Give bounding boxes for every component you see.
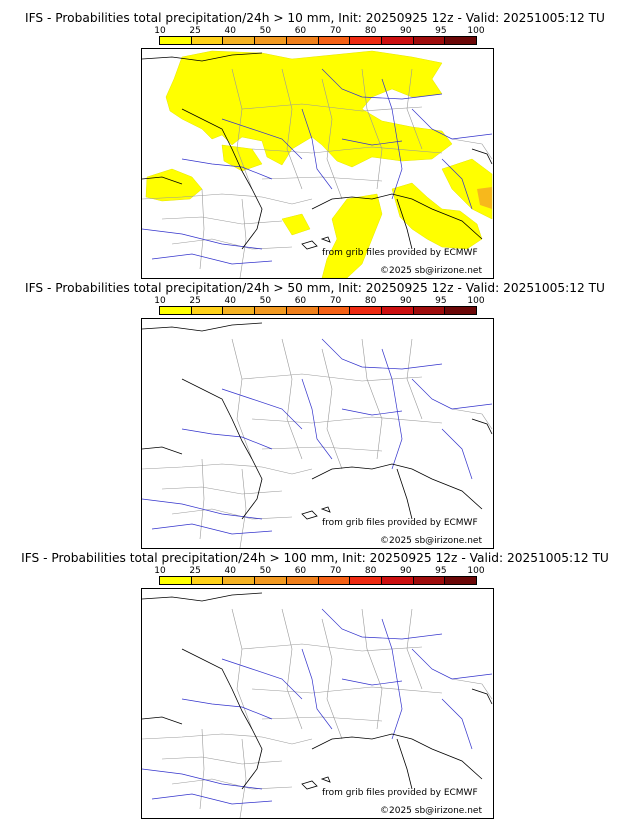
- scale-swatch: [223, 577, 256, 584]
- scale-label: 95: [435, 566, 447, 576]
- scale-swatch: [286, 577, 319, 584]
- scale-label: 60: [294, 296, 307, 306]
- scale-label: 40: [224, 566, 236, 576]
- scale-swatch: [191, 307, 224, 314]
- probability-map: from grib files provided by ECMWF ©2025 …: [141, 318, 494, 549]
- copyright-text: ©2025 sb@irizone.net: [380, 266, 482, 276]
- scale-swatch: [381, 307, 414, 314]
- scale-swatch: [413, 307, 446, 314]
- scale-label: 60: [294, 26, 307, 36]
- scale-swatch: [160, 37, 192, 44]
- map-graphic: [142, 322, 493, 548]
- precipitation-area: [145, 50, 493, 278]
- color-scale-bar: [159, 306, 477, 315]
- copyright-text: ©2025 sb@irizone.net: [380, 536, 482, 546]
- scale-label: 40: [224, 26, 236, 36]
- color-scale-labels: 10 25 40 50 60 70 80 90 95 100: [154, 566, 484, 576]
- map-graphic: [142, 50, 493, 278]
- scale-swatch: [445, 307, 477, 314]
- scale-label: 40: [224, 296, 236, 306]
- scale-label: 70: [329, 26, 342, 36]
- probability-map: from grib files provided by ECMWF ©2025 …: [141, 48, 494, 279]
- scale-swatch: [350, 37, 382, 44]
- scale-label: 70: [329, 566, 342, 576]
- scale-swatch: [191, 37, 224, 44]
- scale-swatch: [191, 577, 224, 584]
- copyright-text: ©2025 sb@irizone.net: [380, 806, 482, 816]
- coastline: [142, 322, 493, 520]
- scale-swatch: [286, 307, 319, 314]
- color-scale-labels: 10 25 40 50 60 70 80 90 95 100: [154, 296, 484, 306]
- scale-swatch: [445, 37, 477, 44]
- scale-label: 70: [329, 296, 342, 306]
- scale-swatch: [381, 577, 414, 584]
- rivers: [142, 68, 493, 265]
- credit-text: from grib files provided by ECMWF: [322, 788, 478, 798]
- color-scale-bar: [159, 576, 477, 585]
- scale-swatch: [223, 307, 256, 314]
- rivers: [142, 608, 493, 805]
- scale-swatch: [318, 577, 351, 584]
- region-borders: [142, 608, 493, 818]
- scale-label: 80: [364, 26, 377, 36]
- panel-title: IFS - Probabilities total precipitation/…: [25, 281, 605, 295]
- scale-label: 10: [154, 566, 166, 576]
- scale-swatch: [160, 307, 192, 314]
- scale-label: 10: [154, 296, 166, 306]
- credit-text: from grib files provided by ECMWF: [322, 518, 478, 528]
- scale-label: 100: [467, 26, 485, 36]
- scale-label: 100: [467, 566, 485, 576]
- scale-swatch: [413, 37, 446, 44]
- scale-swatch: [413, 577, 446, 584]
- color-scale-bar: [159, 36, 477, 45]
- scale-swatch: [223, 37, 256, 44]
- scale-swatch: [445, 577, 477, 584]
- color-scale-labels: 10 25 40 50 60 70 80 90 95 100: [154, 26, 484, 36]
- coastline: [142, 592, 493, 790]
- scale-label: 25: [189, 296, 201, 306]
- panel-title: IFS - Probabilities total precipitation/…: [25, 11, 605, 25]
- scale-label: 90: [400, 566, 412, 576]
- precipitation-area-higher: [477, 187, 492, 209]
- scale-swatch: [350, 307, 382, 314]
- scale-label: 90: [400, 296, 412, 306]
- scale-swatch: [286, 37, 319, 44]
- panel-50mm: IFS - Probabilities total precipitation/…: [0, 270, 630, 549]
- scale-swatch: [381, 37, 414, 44]
- panel-10mm: IFS - Probabilities total precipitation/…: [0, 0, 630, 279]
- region-borders: [142, 338, 493, 548]
- scale-label: 80: [364, 296, 377, 306]
- scale-label: 50: [259, 566, 272, 576]
- panel-title: IFS - Probabilities total precipitation/…: [21, 551, 609, 565]
- scale-swatch: [318, 307, 351, 314]
- scale-label: 50: [259, 296, 272, 306]
- panel-100mm: IFS - Probabilities total precipitation/…: [0, 540, 630, 819]
- scale-swatch: [160, 577, 192, 584]
- scale-swatch: [318, 37, 351, 44]
- credit-text: from grib files provided by ECMWF: [322, 248, 478, 258]
- scale-label: 95: [435, 296, 447, 306]
- scale-label: 25: [189, 26, 201, 36]
- probability-map: from grib files provided by ECMWF ©2025 …: [141, 588, 494, 819]
- scale-label: 60: [294, 566, 307, 576]
- scale-label: 95: [435, 26, 447, 36]
- map-graphic: [142, 592, 493, 818]
- scale-label: 100: [467, 296, 485, 306]
- scale-label: 90: [400, 26, 412, 36]
- scale-label: 10: [154, 26, 166, 36]
- scale-swatch: [350, 577, 382, 584]
- scale-swatch: [255, 577, 287, 584]
- coastline: [142, 52, 493, 250]
- scale-swatch: [255, 37, 287, 44]
- scale-label: 50: [259, 26, 272, 36]
- scale-swatch: [255, 307, 287, 314]
- scale-label: 80: [364, 566, 377, 576]
- rivers: [142, 338, 493, 535]
- scale-label: 25: [189, 566, 201, 576]
